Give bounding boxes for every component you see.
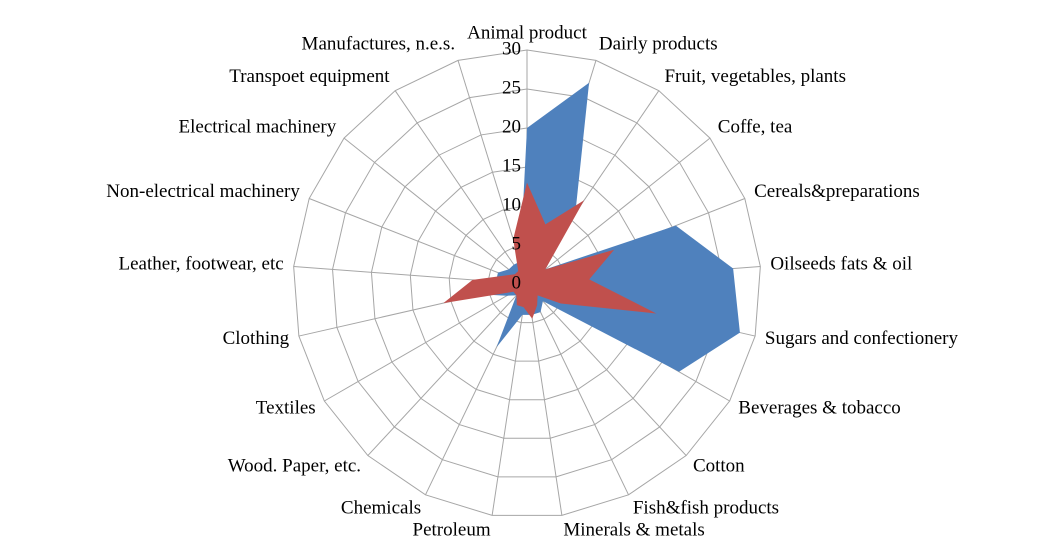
- spoke: [491, 283, 528, 516]
- grid-ring: [332, 88, 722, 478]
- series-area: [443, 182, 657, 319]
- category-label: Leather, footwear, etc: [119, 254, 284, 275]
- category-label: Electrical machinery: [179, 116, 337, 137]
- y-tick-label: 15: [502, 155, 521, 176]
- spoke: [526, 283, 629, 496]
- grid-ring: [409, 166, 645, 401]
- category-label: Textiles: [256, 397, 316, 418]
- spoke: [526, 283, 563, 516]
- category-label: Clothing: [223, 328, 290, 349]
- category-label: Chemicals: [341, 498, 421, 519]
- category-label: Coffe, tea: [718, 116, 793, 137]
- spoke: [308, 198, 528, 285]
- spoke: [394, 90, 528, 285]
- category-label: Beverages & tobacco: [738, 397, 900, 418]
- y-tick-label: 5: [512, 233, 522, 254]
- category-label: Manufactures, n.e.s.: [302, 33, 456, 54]
- category-label: Petroleum: [413, 520, 491, 536]
- category-label: Cotton: [693, 456, 745, 477]
- grid-ring: [370, 127, 684, 439]
- spoke: [324, 283, 528, 402]
- y-tick-label: 0: [512, 272, 522, 293]
- category-label: Wood. Paper, etc.: [228, 456, 361, 477]
- grid-ring: [293, 49, 761, 516]
- category-label: Fish&fish products: [633, 498, 779, 519]
- y-tick-label: 30: [502, 38, 521, 59]
- category-label: Oilseeds fats & oil: [770, 254, 912, 275]
- category-label: Cereals&preparations: [754, 181, 920, 202]
- grid-ring: [448, 205, 606, 362]
- category-label: Dairly products: [599, 33, 718, 54]
- spoke: [526, 137, 711, 285]
- spoke: [526, 283, 687, 456]
- spoke: [343, 137, 528, 285]
- category-label: Animal product: [467, 22, 588, 43]
- category-label: Minerals & metals: [563, 520, 704, 536]
- y-tick-label: 25: [502, 77, 521, 98]
- category-label: Sugars and confectionery: [765, 328, 959, 349]
- category-label: Transpoet equipment: [229, 66, 390, 87]
- category-label: Non-electrical machinery: [106, 181, 300, 202]
- y-tick-label: 20: [502, 116, 521, 137]
- category-label: Fruit, vegetables, plants: [664, 66, 846, 87]
- y-tick-label: 10: [502, 194, 521, 215]
- spoke: [367, 283, 528, 456]
- series-area: [481, 82, 740, 372]
